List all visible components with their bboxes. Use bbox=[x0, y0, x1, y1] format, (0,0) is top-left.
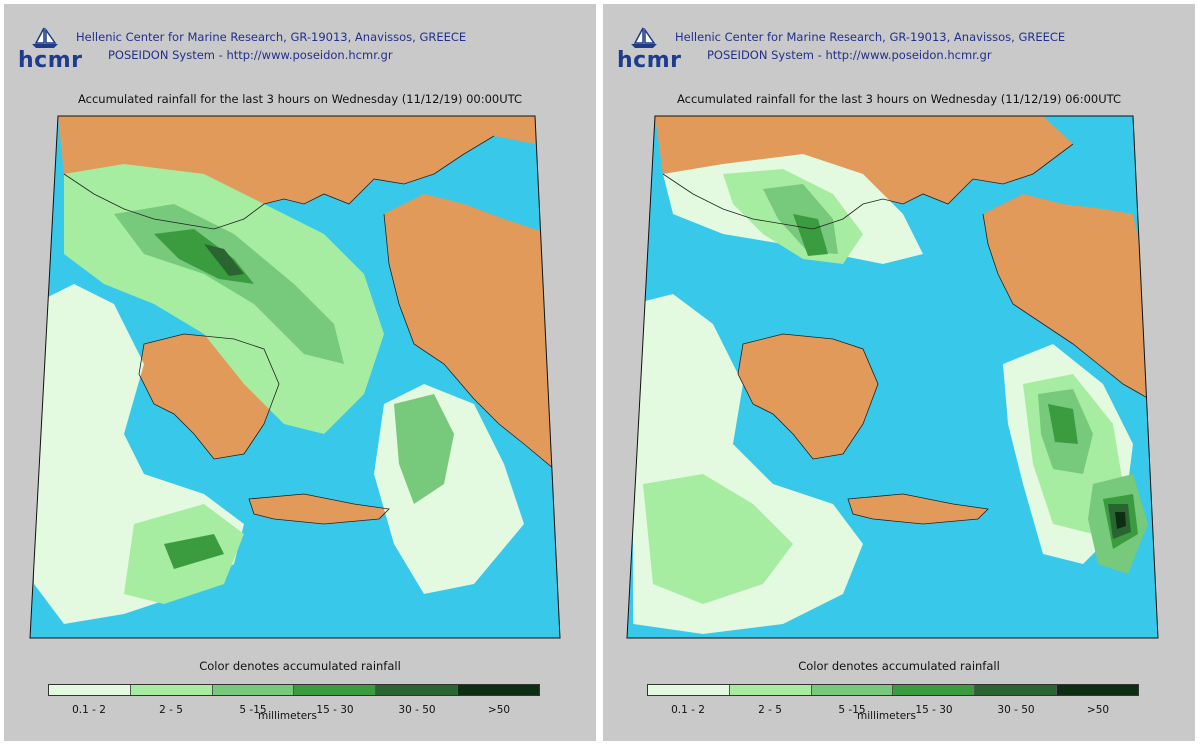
legend-label: 2 - 5 bbox=[159, 704, 183, 716]
legend-units: millimeters bbox=[857, 710, 916, 722]
legend-label: 15 - 30 bbox=[915, 704, 953, 716]
legend-swatch-2-5 bbox=[729, 685, 812, 695]
legend-swatch-50-plus bbox=[1057, 685, 1138, 695]
rain-15-30 bbox=[793, 214, 828, 256]
legend-label: 30 - 50 bbox=[997, 704, 1035, 716]
map-frame bbox=[626, 115, 1159, 639]
rainfall-map bbox=[626, 115, 1159, 639]
legend-label: 5 -15 bbox=[239, 704, 267, 716]
rain-15-30 bbox=[1048, 404, 1078, 444]
logo-text: hcmr bbox=[617, 48, 682, 73]
ship-icon bbox=[32, 27, 58, 48]
rain-15-30 bbox=[164, 534, 224, 569]
legend-swatch-15-30 bbox=[294, 685, 377, 695]
legend-swatch-5-15 bbox=[212, 685, 295, 695]
legend-swatch-2-5 bbox=[130, 685, 213, 695]
legend-label: 2 - 5 bbox=[758, 704, 782, 716]
legend-label: 30 - 50 bbox=[398, 704, 436, 716]
land-turkey bbox=[384, 194, 560, 474]
logo-text: hcmr bbox=[18, 48, 83, 73]
panel-00utc: hcmr Hellenic Center for Marine Research… bbox=[4, 4, 596, 741]
land-crete bbox=[249, 494, 389, 524]
map-title: Accumulated rainfall for the last 3 hour… bbox=[77, 92, 523, 106]
legend-title: Color denotes accumulated rainfall bbox=[199, 659, 401, 673]
rain-30-50 bbox=[204, 244, 244, 276]
hcmr-logo: hcmr bbox=[16, 26, 82, 74]
legend-label: 15 - 30 bbox=[316, 704, 354, 716]
land-turkey bbox=[983, 194, 1158, 404]
legend-bar bbox=[48, 684, 540, 696]
hcmr-logo: hcmr bbox=[615, 26, 681, 74]
legend-swatch-15-30 bbox=[893, 685, 976, 695]
legend-label: >50 bbox=[1086, 704, 1110, 716]
legend-label: 0.1 - 2 bbox=[671, 704, 705, 716]
rainfall-map bbox=[29, 115, 561, 639]
legend-label: 0.1 - 2 bbox=[72, 704, 106, 716]
legend-swatch-30-50 bbox=[376, 685, 459, 695]
rain-2-5 bbox=[643, 474, 793, 604]
header-institution: Hellenic Center for Marine Research, GR-… bbox=[76, 30, 467, 44]
legend-label: 5 -15 bbox=[838, 704, 866, 716]
land-crete bbox=[848, 494, 988, 524]
ship-icon bbox=[631, 27, 657, 48]
legend-swatch-50-plus bbox=[458, 685, 539, 695]
legend-title: Color denotes accumulated rainfall bbox=[798, 659, 1000, 673]
legend-swatch-0-1-2 bbox=[49, 685, 131, 695]
map-frame bbox=[29, 115, 561, 639]
rain-5-15 bbox=[394, 394, 454, 504]
legend-labels: 0.1 - 2 2 - 5 5 -15 15 - 30 30 - 50 >50 bbox=[48, 704, 540, 718]
header-institution: Hellenic Center for Marine Research, GR-… bbox=[675, 30, 1066, 44]
legend-units: millimeters bbox=[258, 710, 317, 722]
land-peloponnese bbox=[738, 334, 878, 459]
header-system-url: POSEIDON System - http://www.poseidon.hc… bbox=[707, 48, 992, 62]
legend-swatch-30-50 bbox=[975, 685, 1058, 695]
legend-labels: 0.1 - 2 2 - 5 5 -15 15 - 30 30 - 50 >50 bbox=[647, 704, 1139, 718]
legend-bar bbox=[647, 684, 1139, 696]
panel-06utc: hcmr Hellenic Center for Marine Research… bbox=[603, 4, 1195, 741]
map-title: Accumulated rainfall for the last 3 hour… bbox=[676, 92, 1122, 106]
rain-50-plus bbox=[1115, 512, 1126, 529]
legend-swatch-0-1-2 bbox=[648, 685, 730, 695]
legend-label: >50 bbox=[487, 704, 511, 716]
legend-swatch-5-15 bbox=[811, 685, 894, 695]
header-system-url: POSEIDON System - http://www.poseidon.hc… bbox=[108, 48, 393, 62]
